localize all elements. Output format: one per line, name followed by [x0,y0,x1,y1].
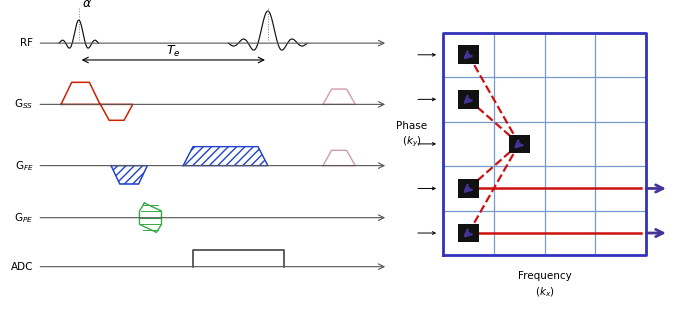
Bar [458,90,479,109]
Text: G$_{FE}$: G$_{FE}$ [14,159,34,173]
Text: $(k_y)$: $(k_y)$ [401,135,421,149]
Text: $\alpha$: $\alpha$ [82,0,92,10]
Bar [458,224,479,242]
Text: ADC: ADC [11,262,34,272]
Text: $T_e$: $T_e$ [166,43,181,59]
Text: Frequency: Frequency [518,271,571,281]
Text: G$_{PE}$: G$_{PE}$ [14,211,34,225]
Text: G$_{SS}$: G$_{SS}$ [14,98,34,111]
Bar [458,45,479,64]
Bar [458,179,479,198]
Text: $(k_x)$: $(k_x)$ [534,286,554,299]
Text: Phase: Phase [396,121,427,131]
Text: RF: RF [21,38,34,48]
Bar [508,135,530,153]
